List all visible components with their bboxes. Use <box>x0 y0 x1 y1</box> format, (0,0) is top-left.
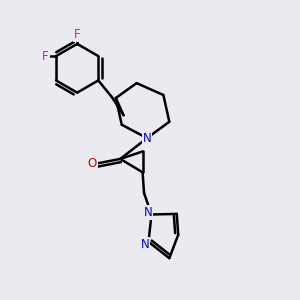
Text: N: N <box>143 132 152 145</box>
Text: N: N <box>141 238 149 251</box>
Text: O: O <box>87 157 97 170</box>
Text: F: F <box>42 50 49 63</box>
Text: F: F <box>74 28 80 41</box>
Text: N: N <box>143 206 152 219</box>
